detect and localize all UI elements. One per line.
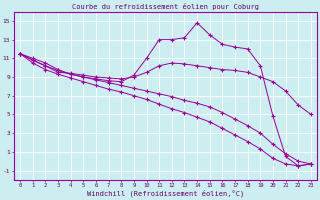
- X-axis label: Windchill (Refroidissement éolien,°C): Windchill (Refroidissement éolien,°C): [87, 190, 244, 197]
- Title: Courbe du refroidissement éolien pour Coburg: Courbe du refroidissement éolien pour Co…: [72, 3, 259, 10]
